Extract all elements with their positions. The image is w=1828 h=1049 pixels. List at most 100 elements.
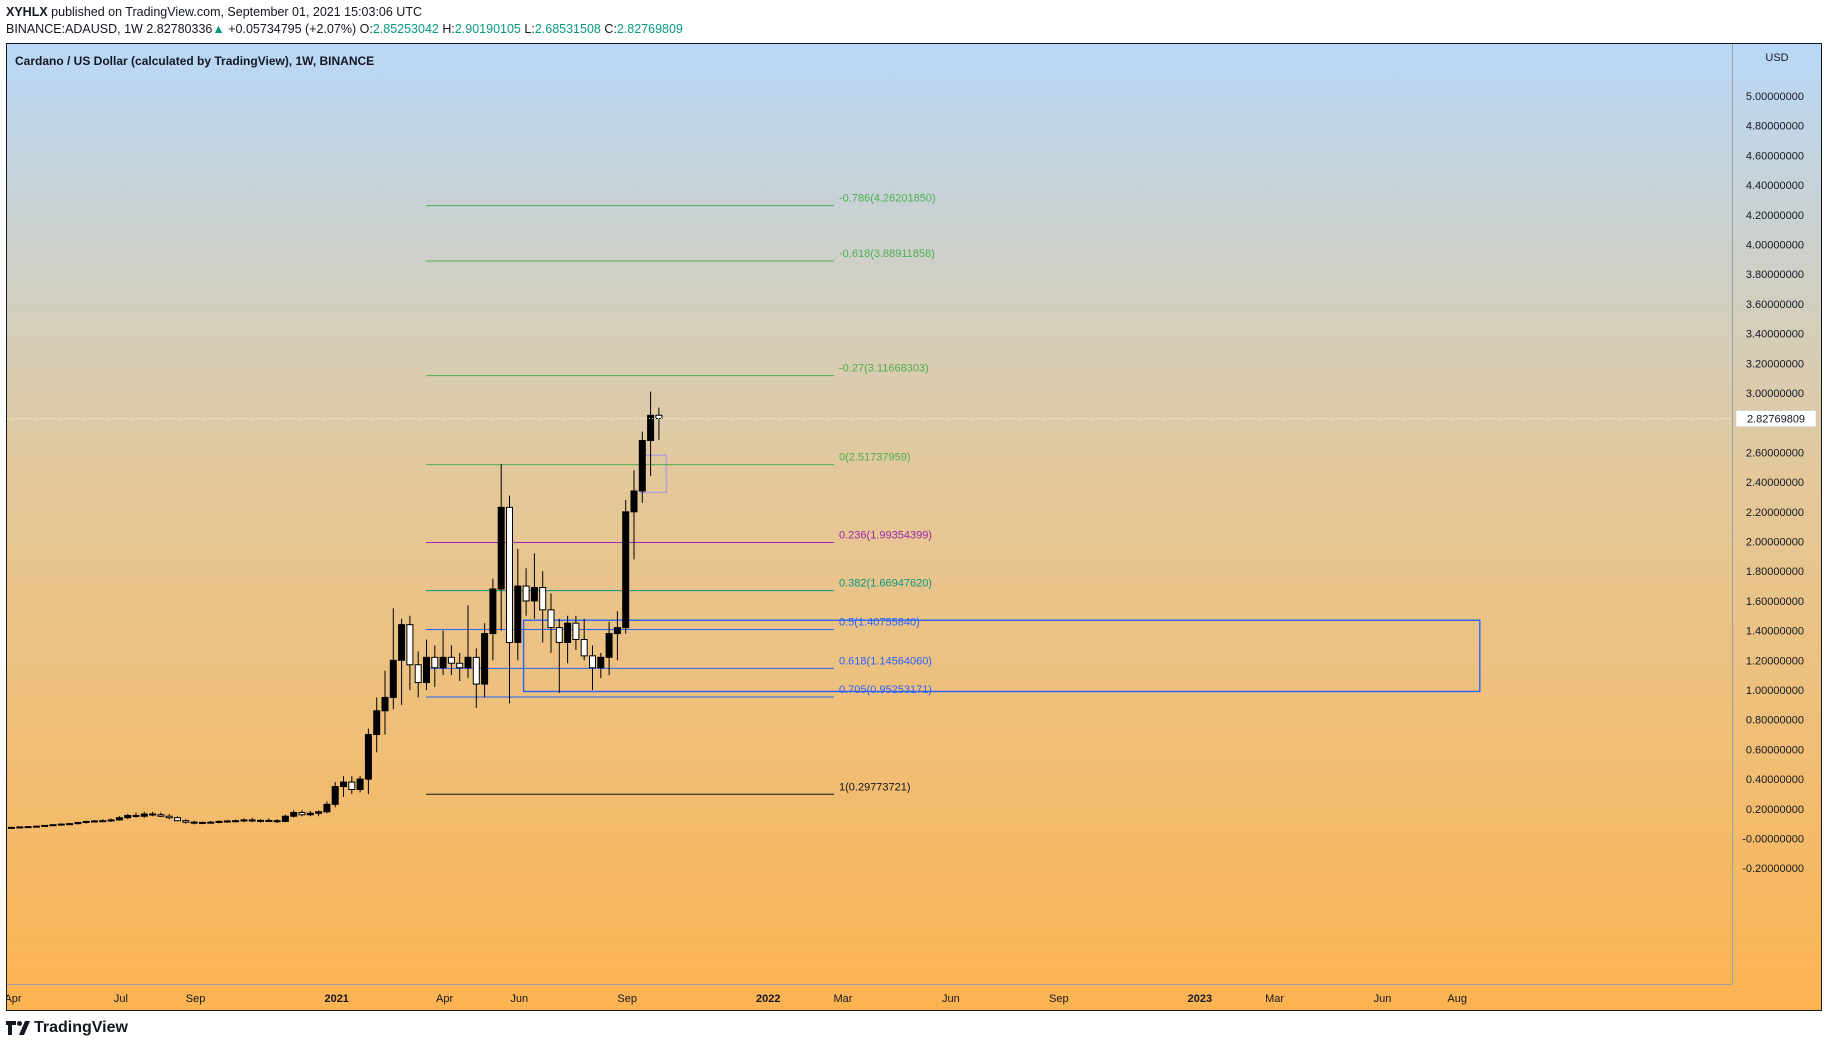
candle bbox=[423, 639, 430, 690]
candle-body bbox=[555, 627, 563, 643]
candle-body bbox=[481, 633, 489, 685]
candle-body bbox=[464, 656, 472, 669]
time-tick-label: Jul bbox=[114, 993, 128, 1005]
high-value: 2.90190105 bbox=[454, 22, 521, 36]
tradingview-logo[interactable]: TradingView bbox=[6, 1019, 128, 1037]
candle-body bbox=[414, 664, 422, 684]
candle bbox=[580, 618, 588, 661]
candle-body bbox=[198, 821, 206, 824]
candle bbox=[281, 814, 289, 823]
chart-frame[interactable]: Cardano / US Dollar (calculated by Tradi… bbox=[6, 43, 1822, 1011]
candle-body bbox=[107, 819, 115, 822]
candle bbox=[431, 645, 439, 688]
candle-body bbox=[489, 588, 497, 635]
candle bbox=[265, 818, 273, 822]
candle bbox=[622, 499, 630, 634]
candle bbox=[57, 823, 65, 826]
price-tick-label: 4.80000000 bbox=[1746, 121, 1804, 133]
candle bbox=[49, 824, 57, 827]
candle-body bbox=[306, 812, 314, 816]
candle bbox=[16, 826, 24, 829]
time-tick-label: Jun bbox=[1374, 993, 1392, 1005]
candle-body bbox=[265, 819, 273, 822]
publisher-name: XYHLX bbox=[6, 5, 48, 19]
candle-body bbox=[381, 696, 389, 712]
candle bbox=[99, 819, 107, 823]
candle bbox=[306, 811, 314, 817]
price-tick-label: 1.40000000 bbox=[1746, 626, 1804, 638]
low-label: L: bbox=[524, 22, 535, 36]
candle-body bbox=[24, 826, 32, 829]
fibonacci-levels[interactable]: -0.786(4.26201850) -0.618(3.88911858) -0.2… bbox=[426, 193, 936, 795]
candle-body bbox=[622, 511, 630, 629]
symbol-label: BINANCE:ADAUSD, 1W bbox=[6, 22, 143, 36]
price-tick-label: 1.20000000 bbox=[1746, 655, 1804, 667]
price-tick-label: -0.20000000 bbox=[1742, 863, 1804, 875]
chart-canvas[interactable]: Cardano / US Dollar (calculated by Tradi… bbox=[7, 44, 1821, 1010]
time-axis[interactable]: Apr Jul Sep 2021 Apr Jun Sep 2022 Mar Jun Sep 2023 M… bbox=[7, 993, 1467, 1005]
open-value: 2.85253042 bbox=[372, 22, 439, 36]
candle-body bbox=[530, 587, 538, 602]
candle bbox=[613, 611, 621, 661]
chart-header: XYHLX published on TradingView.com, Sept… bbox=[6, 4, 683, 38]
candle bbox=[472, 648, 480, 708]
candle bbox=[630, 470, 638, 560]
currency-label: USD bbox=[1765, 52, 1788, 64]
candle-body bbox=[74, 821, 82, 825]
last-price-marker: 2.82769809 bbox=[7, 410, 1817, 427]
close-label: C: bbox=[604, 22, 617, 36]
candle-body bbox=[613, 627, 621, 635]
candle bbox=[356, 776, 364, 793]
candle-body bbox=[57, 823, 65, 826]
candle bbox=[414, 651, 422, 698]
publish-line: XYHLX published on TradingView.com, Sept… bbox=[6, 4, 683, 21]
time-tick-label: Sep bbox=[617, 993, 637, 1005]
price-axis[interactable]: 5.00000000 4.80000000 4.60000000 4.40000000… bbox=[1742, 91, 1804, 875]
candle bbox=[198, 821, 206, 825]
price-tick-label: 0.80000000 bbox=[1746, 715, 1804, 727]
price-tick-label: 3.40000000 bbox=[1746, 329, 1804, 341]
candle-body bbox=[356, 778, 364, 790]
candle-body bbox=[389, 659, 397, 698]
open-label: O: bbox=[359, 22, 373, 36]
fib-level-label: -0.618(3.88911858) bbox=[839, 248, 935, 260]
candle bbox=[215, 820, 223, 824]
price-tick-label: 1.60000000 bbox=[1746, 596, 1804, 608]
candle-body bbox=[323, 803, 331, 813]
price-tick-label: 4.00000000 bbox=[1746, 240, 1804, 252]
candle-body bbox=[431, 656, 439, 669]
candle bbox=[82, 820, 90, 824]
candle bbox=[8, 826, 15, 829]
candle bbox=[506, 495, 513, 704]
candle-body bbox=[580, 639, 588, 657]
last-price-tag bbox=[1735, 410, 1817, 427]
candle bbox=[406, 615, 414, 690]
chart-title: Cardano / US Dollar (calculated by Tradi… bbox=[15, 54, 374, 68]
candle-body bbox=[82, 820, 90, 823]
price-tick-label: 3.00000000 bbox=[1746, 388, 1804, 400]
fib-level-label: 0.5(1.40755840) bbox=[839, 616, 920, 628]
price-tick-label: 4.40000000 bbox=[1746, 180, 1804, 192]
price-tick-label: 3.60000000 bbox=[1746, 299, 1804, 311]
candle-body bbox=[157, 814, 165, 817]
candle bbox=[124, 813, 132, 820]
price-tick-label: 2.40000000 bbox=[1746, 477, 1804, 489]
candle-body bbox=[240, 819, 248, 822]
candle bbox=[223, 819, 231, 823]
candle-body bbox=[340, 781, 347, 788]
candle bbox=[547, 593, 555, 653]
candle-body bbox=[223, 820, 231, 823]
candle bbox=[489, 578, 497, 661]
candle bbox=[140, 811, 148, 818]
price-tick-label: 1.80000000 bbox=[1746, 566, 1804, 578]
fib-level-label: 0.705(0.95253171) bbox=[839, 684, 932, 696]
candle-body bbox=[115, 817, 123, 821]
candle-body bbox=[232, 820, 240, 823]
candle-body bbox=[132, 814, 140, 817]
candle bbox=[115, 816, 123, 821]
candle bbox=[514, 548, 522, 661]
candle-body bbox=[630, 490, 638, 513]
candle bbox=[149, 811, 157, 817]
support-zone[interactable] bbox=[522, 619, 1481, 693]
fib-level-label: -0.27(3.11668303) bbox=[839, 363, 929, 375]
